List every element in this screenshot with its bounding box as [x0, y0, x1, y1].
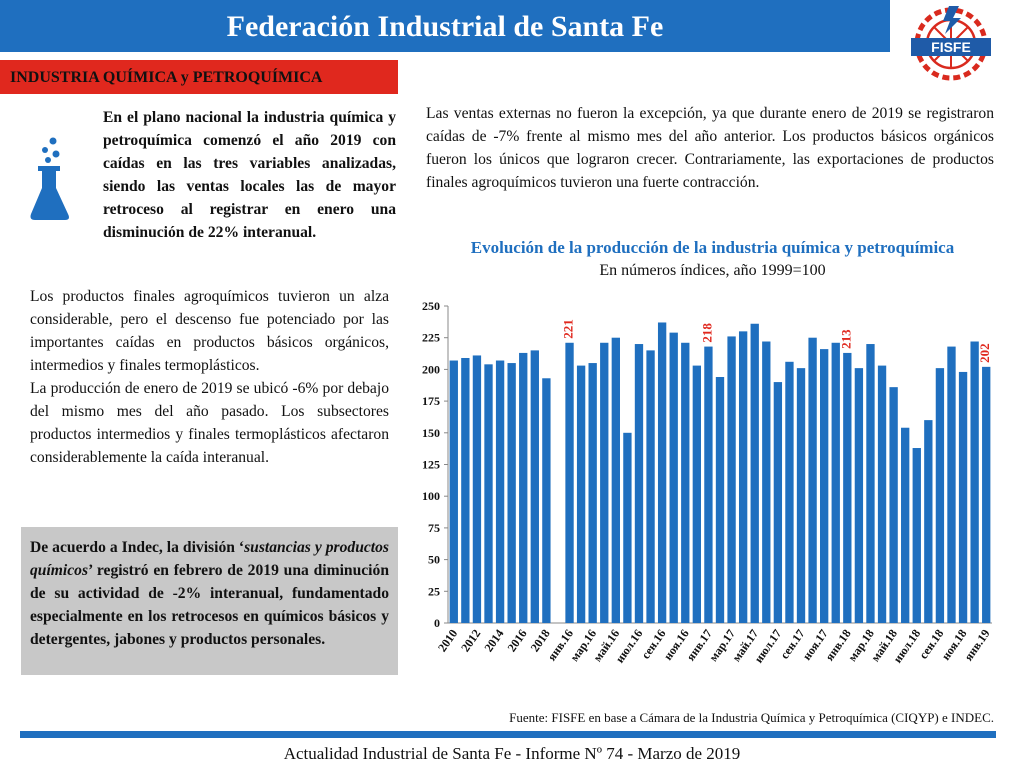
chart-bar — [924, 420, 933, 623]
intro-paragraph: En el plano nacional la industria químic… — [103, 109, 396, 241]
chart-bar — [623, 432, 632, 623]
chart-bar — [692, 365, 702, 623]
produccion-text: La producción de enero de 2019 se ubicó … — [30, 380, 389, 466]
chart-bar — [901, 427, 910, 623]
chart-bar — [519, 352, 528, 623]
chart-bar — [588, 363, 597, 623]
chart-bar — [576, 365, 586, 623]
chart-bar — [681, 342, 690, 623]
chart-bar — [796, 368, 806, 623]
source-note: Fuente: FISFE en base a Cámara de la Ind… — [509, 710, 994, 725]
y-tick-label: 125 — [422, 458, 440, 472]
chart-bar — [704, 346, 713, 623]
data-label: 218 — [699, 323, 714, 343]
chart-bar — [854, 368, 864, 623]
indec-note-post: ’ registró en febrero de 2019 una diminu… — [30, 562, 389, 648]
exports-paragraph: Las ventas externas no fueron la excepci… — [426, 105, 994, 191]
chart-bar — [565, 342, 574, 623]
chart-bar — [461, 357, 470, 623]
chart-bar — [449, 360, 458, 623]
chart-bar — [773, 382, 783, 623]
x-tick-label: 2014 — [481, 627, 506, 655]
x-tick-label: 2016 — [504, 627, 529, 655]
chart-bar — [484, 364, 493, 623]
chart-bar — [912, 448, 921, 623]
bottom-rule — [20, 731, 996, 738]
agroquimicos-text: Los productos finales agroquímicos tuvie… — [30, 288, 389, 374]
chart-bar — [843, 352, 852, 623]
y-tick-label: 250 — [422, 299, 440, 313]
y-tick-label: 200 — [422, 362, 440, 376]
y-tick-label: 175 — [422, 394, 440, 408]
indec-note-box — [21, 527, 398, 675]
chart-bar — [611, 337, 620, 623]
chart-bar — [495, 360, 505, 623]
chart-bar — [657, 322, 667, 623]
chart-bar — [646, 350, 655, 623]
chart-bar — [472, 355, 482, 623]
y-tick-label: 225 — [422, 331, 440, 345]
chart-bar — [634, 344, 644, 623]
body-paragraph-left: Los productos finales agroquímicos tuvie… — [30, 285, 389, 469]
chart-bar — [877, 365, 887, 623]
chart-bar — [530, 350, 539, 623]
chart-bar — [866, 344, 875, 623]
chart-bar — [982, 366, 991, 623]
data-label: 213 — [838, 329, 853, 349]
y-tick-label: 50 — [428, 553, 440, 567]
chart-subtitle: En números índices, año 1999=100 — [599, 262, 826, 279]
chart-title: Evolución de la producción de la industr… — [470, 238, 955, 257]
chart-bar — [727, 336, 736, 623]
y-tick-label: 25 — [428, 584, 440, 598]
chart-bar — [762, 341, 771, 623]
data-label: 202 — [977, 343, 992, 363]
chart-bar — [785, 361, 794, 623]
fisfe-logo: FISFE — [911, 6, 991, 81]
chart-bar — [970, 341, 979, 623]
indec-note-emphasis: sustancias y productos químicos — [30, 539, 389, 579]
chart-bar — [542, 378, 551, 623]
logo-text: FISFE — [931, 39, 971, 55]
y-tick-label: 100 — [422, 489, 440, 503]
footer: Actualidad Industrial de Santa Fe - Info… — [283, 744, 741, 763]
chart-bar — [820, 349, 829, 623]
y-tick-label: 150 — [422, 426, 440, 440]
x-tick-label: 2012 — [458, 627, 483, 655]
chart-bar — [715, 377, 725, 623]
chart-bar — [669, 332, 678, 623]
flask-icon — [30, 137, 69, 220]
section-label: INDUSTRIA QUÍMICA y PETROQUÍMICA — [10, 69, 323, 86]
chart-bar — [808, 337, 817, 623]
section-bar — [0, 60, 398, 94]
chart-bar — [600, 342, 609, 623]
data-label: 221 — [561, 319, 576, 339]
chart-bar — [831, 342, 840, 623]
production-bar-chart: 0 25 50 75 100 125 150 175 200 225 250 201020122014… — [422, 299, 993, 665]
chart-bar — [738, 331, 748, 623]
chart-bar — [507, 363, 516, 623]
x-tick-label: 2010 — [435, 627, 460, 655]
page-title: Federación Industrial de Santa Fe — [226, 10, 664, 43]
chart-bar — [947, 346, 956, 623]
y-tick-label: 0 — [434, 616, 440, 630]
chart-bar — [889, 387, 898, 623]
chart-bar — [958, 371, 968, 623]
title-bar — [0, 0, 890, 52]
y-tick-label: 75 — [428, 521, 440, 535]
chart-bar — [750, 323, 759, 623]
indec-note: De acuerdo a Indec, la división ‘sustanc… — [30, 536, 389, 651]
indec-note-pre: De acuerdo a Indec, la división ‘ — [30, 539, 245, 556]
chart-bar — [935, 368, 945, 623]
